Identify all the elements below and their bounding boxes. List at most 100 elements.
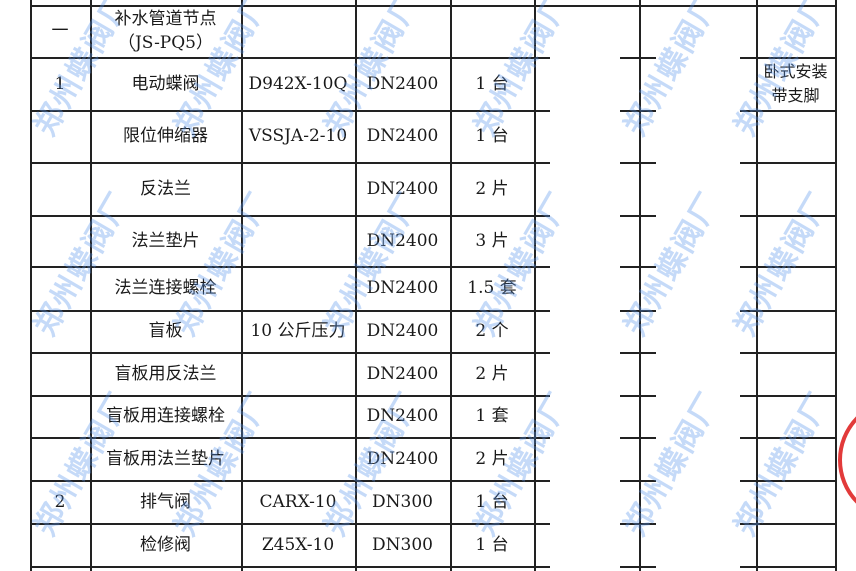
row-line-stub <box>620 57 656 59</box>
cell-size: DN2400 <box>366 178 439 199</box>
column-line <box>756 0 758 571</box>
row-line-stub <box>620 110 656 112</box>
cell-qty: 2 片 <box>475 363 509 384</box>
row-line-stub <box>620 437 656 439</box>
column-line <box>241 0 243 571</box>
row-line-stub <box>740 566 756 568</box>
row-line <box>756 395 835 397</box>
stamp-ring <box>838 416 856 504</box>
column-line <box>835 0 837 571</box>
cell-name: 盲板用法兰垫片 <box>106 448 225 469</box>
watermark-text: 郑州蝶阀厂 <box>727 185 839 342</box>
row-line <box>756 352 835 354</box>
row-line <box>30 57 534 59</box>
row-line-stub <box>740 57 756 59</box>
cell-qty: 1 台 <box>475 73 509 94</box>
cell-name: 检修阀 <box>140 534 191 555</box>
row-line-stub <box>740 480 756 482</box>
row-line <box>756 480 835 482</box>
cell-model: VSSJA-2-10 <box>248 126 348 146</box>
row-line-stub <box>534 523 550 525</box>
row-line-stub <box>620 480 656 482</box>
cell-no: 1 <box>54 73 66 94</box>
row-line-stub <box>740 523 756 525</box>
cell-size: DN300 <box>372 534 433 555</box>
cell-qty: 3 片 <box>475 230 509 251</box>
cell-no: 2 <box>54 491 66 512</box>
row-line-stub <box>740 215 756 217</box>
row-line <box>30 395 534 397</box>
cell-size: DN2400 <box>366 126 439 146</box>
cell-no <box>30 437 90 480</box>
row-line <box>30 566 534 568</box>
column-line <box>534 0 536 571</box>
row-line <box>30 215 534 217</box>
row-line <box>30 437 534 439</box>
cell-size <box>355 5 450 57</box>
cell-name: 盲板用连接螺栓 <box>106 406 225 426</box>
cell-name: 法兰垫片 <box>131 230 200 251</box>
cell-size: DN2400 <box>366 230 439 251</box>
row-line-stub <box>740 162 756 164</box>
cell-model <box>241 266 355 310</box>
cell-qty: 1 套 <box>475 406 509 426</box>
row-line <box>30 266 534 268</box>
row-line <box>756 310 835 312</box>
row-line-stub <box>534 480 550 482</box>
cell-no <box>30 215 90 266</box>
cell-model: CARX-10 <box>259 491 337 512</box>
cell-model: Z45X-10 <box>261 534 335 555</box>
cell-model <box>241 437 355 480</box>
row-line-stub <box>534 437 550 439</box>
row-line-stub <box>534 57 550 59</box>
row-line <box>756 57 835 59</box>
cell-qty: 1 台 <box>475 491 509 512</box>
row-line-stub <box>534 266 550 268</box>
cell-model <box>241 395 355 437</box>
column-line <box>355 0 357 571</box>
row-line <box>756 162 835 164</box>
row-line-stub <box>534 215 550 217</box>
cell-qty <box>450 5 534 57</box>
row-line-stub <box>620 352 656 354</box>
row-line-stub <box>534 310 550 312</box>
cell-qty: 2 片 <box>475 178 509 199</box>
cell-name: 限位伸缩器 <box>123 126 208 146</box>
cell-qty: 1.5 套 <box>467 278 517 298</box>
cell-size: DN2400 <box>366 321 439 341</box>
row-line <box>756 523 835 525</box>
cell-qty: 1 台 <box>475 534 509 555</box>
row-line <box>30 310 534 312</box>
cell-no <box>30 110 90 162</box>
cell-qty: 2 片 <box>475 448 509 469</box>
row-line <box>756 110 835 112</box>
cell-qty: 1 台 <box>475 126 509 146</box>
column-line <box>450 0 452 571</box>
row-line-stub <box>620 566 656 568</box>
cell-name: 法兰连接螺栓 <box>114 278 217 298</box>
cell-name: 盲板 <box>148 321 183 341</box>
cell-size: DN300 <box>372 491 433 512</box>
cell-no <box>30 266 90 310</box>
cell-no <box>30 352 90 395</box>
cell-size: DN2400 <box>366 73 439 94</box>
row-line <box>30 110 534 112</box>
row-line-stub <box>534 110 550 112</box>
cell-no <box>30 310 90 352</box>
row-line-stub <box>534 566 550 568</box>
watermark-text: 郑州蝶阀厂 <box>617 385 729 542</box>
cell-size: DN2400 <box>366 278 439 298</box>
row-line <box>30 352 534 354</box>
cell-model: D942X-10Q <box>248 73 348 94</box>
row-line-stub <box>740 352 756 354</box>
row-line-stub <box>534 395 550 397</box>
watermark-text: 郑州蝶阀厂 <box>617 0 729 142</box>
cell-no <box>30 395 90 437</box>
cell-model: 10 公斤压力 <box>250 321 346 341</box>
cell-qty: 2 个 <box>475 321 509 341</box>
row-line-stub <box>620 162 656 164</box>
cell-name: 反法兰 <box>140 178 191 199</box>
column-line <box>90 0 92 571</box>
cell-model <box>241 162 355 215</box>
cell-model <box>241 352 355 395</box>
